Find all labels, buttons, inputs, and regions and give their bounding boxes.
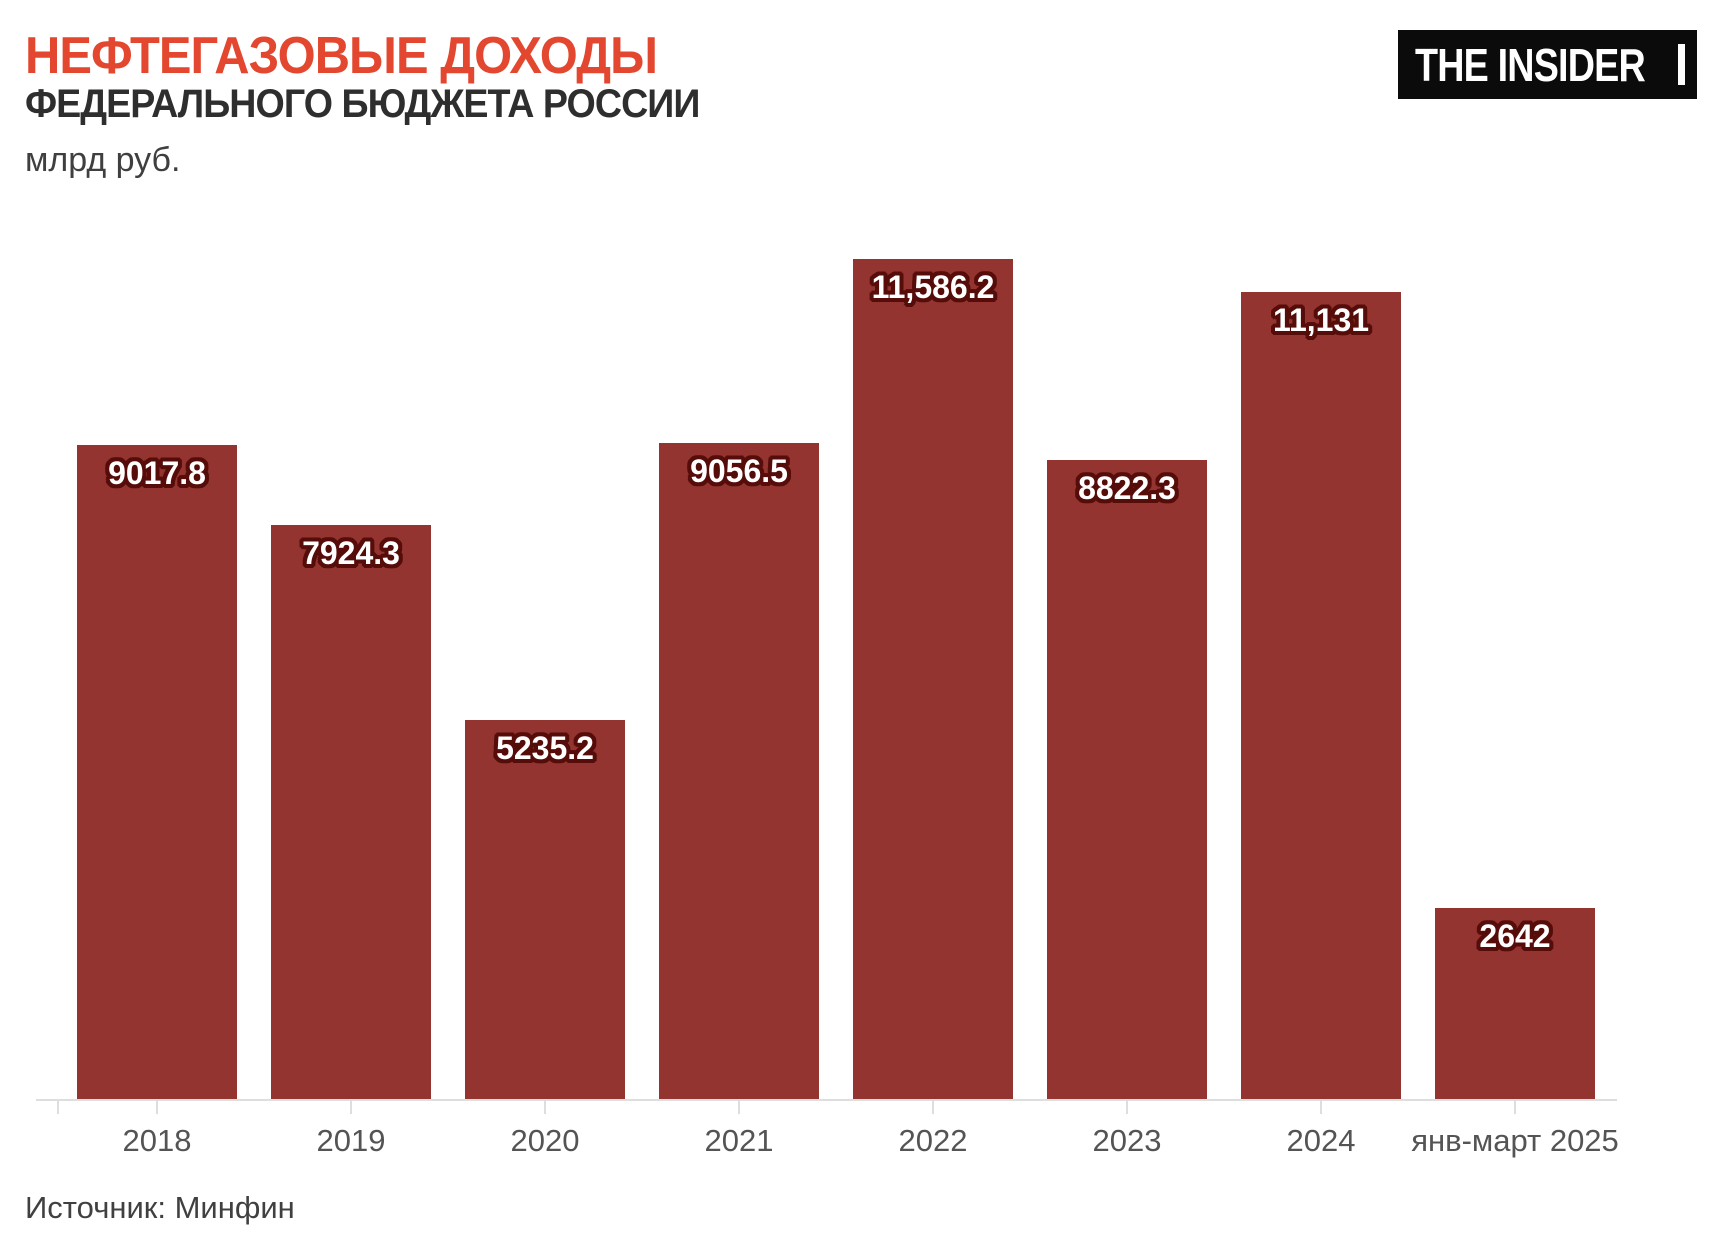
x-axis-label: 2023 — [1092, 1123, 1162, 1158]
x-axis-tick — [1320, 1101, 1322, 1114]
bar-2023: 8822.3 — [1047, 459, 1207, 1100]
axis-cell-2018: 2018 — [77, 1101, 237, 1171]
x-axis-label: 2021 — [704, 1123, 774, 1158]
x-axis-tick — [932, 1101, 934, 1114]
x-axis-tick — [156, 1101, 158, 1114]
x-axis-edge-tick — [57, 1101, 59, 1114]
x-axis-label: 2019 — [316, 1123, 386, 1158]
x-axis-tick — [544, 1101, 546, 1114]
axis-cell-2023: 2023 — [1047, 1101, 1207, 1171]
x-axis-tick — [350, 1101, 352, 1114]
bar-value-label: 9017.8 — [108, 455, 206, 492]
bar-chart-plot-area: 9017.8 7924.3 5235.2 9056.5 11,586.2 8822.3 11… — [77, 259, 1595, 1100]
axis-cell-2024: 2024 — [1241, 1101, 1401, 1171]
axis-cell-2022: 2022 — [853, 1101, 1013, 1171]
x-axis-tick — [1514, 1101, 1516, 1114]
axis-cell-янв-март 2025: янв-март 2025 — [1411, 1101, 1619, 1171]
bar-2022: 11,586.2 — [853, 259, 1013, 1100]
axis-cell-2021: 2021 — [659, 1101, 819, 1171]
chart-title-accent: НЕФТЕГАЗОВЫЕ ДОХОДЫ — [25, 27, 658, 85]
unit-label: млрд руб. — [25, 141, 181, 179]
x-axis-line — [36, 1099, 1617, 1101]
bar-янв-март 2025: 2642 — [1435, 908, 1595, 1100]
bar-2020: 5235.2 — [465, 720, 625, 1100]
bar-value-label: 9056.5 — [690, 452, 788, 489]
x-axis-tick-row: 2018 2019 2020 2021 2022 2023 2024 янв-март 202… — [77, 1101, 1619, 1171]
bar-value-label: 5235.2 — [496, 730, 594, 766]
chart-title: ФЕДЕРАЛЬНОГО БЮДЖЕТА РОССИИ — [25, 82, 700, 126]
bar-value-label: 11,131 — [1272, 302, 1370, 339]
x-axis-tick — [738, 1101, 740, 1114]
bar-2019: 7924.3 — [271, 524, 431, 1100]
bar-value-label: 7924.3 — [302, 534, 400, 571]
x-axis-label: янв-март 2025 — [1411, 1123, 1619, 1158]
axis-cell-2020: 2020 — [465, 1101, 625, 1171]
x-axis-label: 2022 — [898, 1123, 968, 1158]
bar-2024: 11,131 — [1241, 292, 1401, 1100]
logo-text: THE INSIDER — [1415, 38, 1646, 91]
x-axis-tick — [1126, 1101, 1128, 1114]
source-attribution: Источник: Минфин — [25, 1190, 295, 1225]
x-axis-label: 2018 — [122, 1123, 192, 1158]
logo-cursor-bar — [1678, 44, 1685, 85]
bar-2018: 9017.8 — [77, 445, 237, 1100]
bar-value-label: 8822.3 — [1078, 469, 1176, 506]
x-axis-label: 2024 — [1286, 1123, 1356, 1158]
bar-value-label: 2642 — [1479, 918, 1551, 955]
x-axis-label: 2020 — [510, 1123, 580, 1158]
bar-2021: 9056.5 — [659, 442, 819, 1100]
the-insider-logo: THE INSIDER — [1398, 30, 1697, 99]
bar-value-label: 11,586.2 — [871, 269, 995, 305]
axis-cell-2019: 2019 — [271, 1101, 431, 1171]
